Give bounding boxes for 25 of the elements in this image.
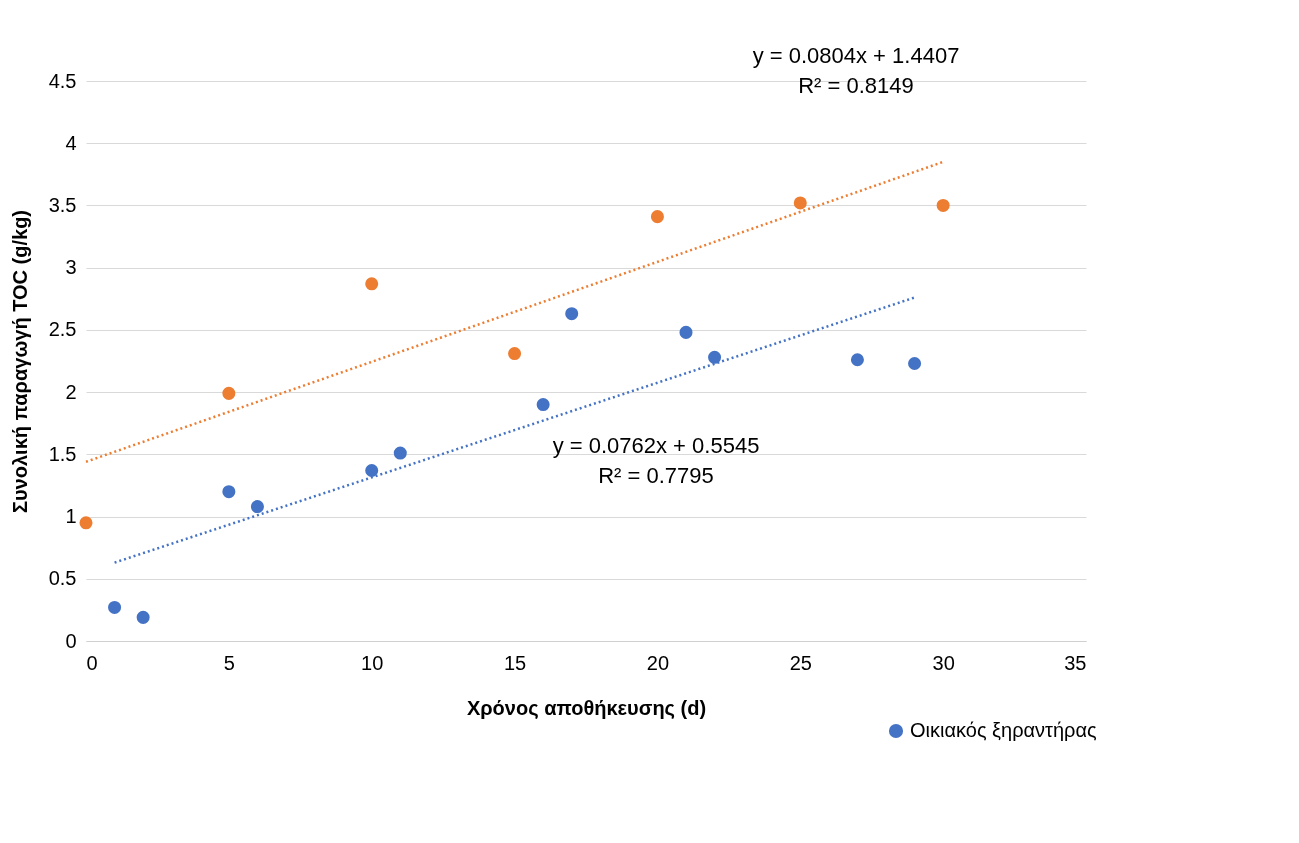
y-tick-label: 0.5	[48, 567, 77, 590]
x-tick-label: 25	[789, 651, 812, 674]
annotation: y = 0.0762x + 0.5545	[552, 433, 760, 458]
legend-label: Οικιακός ξηραντήρας	[910, 719, 1098, 741]
annotation: R² = 0.7795	[598, 463, 714, 488]
x-axis-title: Χρόνος αποθήκευσης (d)	[466, 696, 707, 719]
x-tick-label: 15	[503, 651, 527, 674]
y-tick-label: 2	[65, 380, 77, 403]
y-tick-label: 3	[65, 256, 77, 279]
x-tick-label: 5	[223, 651, 235, 674]
y-tick-label: 1	[65, 505, 77, 528]
y-tick-label: 3.5	[48, 193, 77, 216]
text: y = 0.0804x + 1.4407	[752, 43, 960, 68]
x-tick-label: 30	[932, 651, 955, 674]
x-tick-label: 10	[361, 651, 384, 674]
x-tick-label: 20	[646, 651, 670, 674]
annotation: R² = 0.8149	[798, 73, 914, 98]
y-tick-label: 0	[65, 629, 77, 652]
y-tick-label: 2.5	[48, 318, 77, 341]
y-tick-label: 4.5	[48, 69, 77, 92]
y-tick-label: 1.5	[48, 442, 77, 465]
y-axis-title: Συνολική παραγωγή TOC (g/kg)	[8, 209, 31, 514]
y-tick-label: 4	[65, 131, 77, 154]
x-tick-label: 35	[1064, 651, 1087, 674]
x-tick-label: 0	[86, 651, 98, 674]
